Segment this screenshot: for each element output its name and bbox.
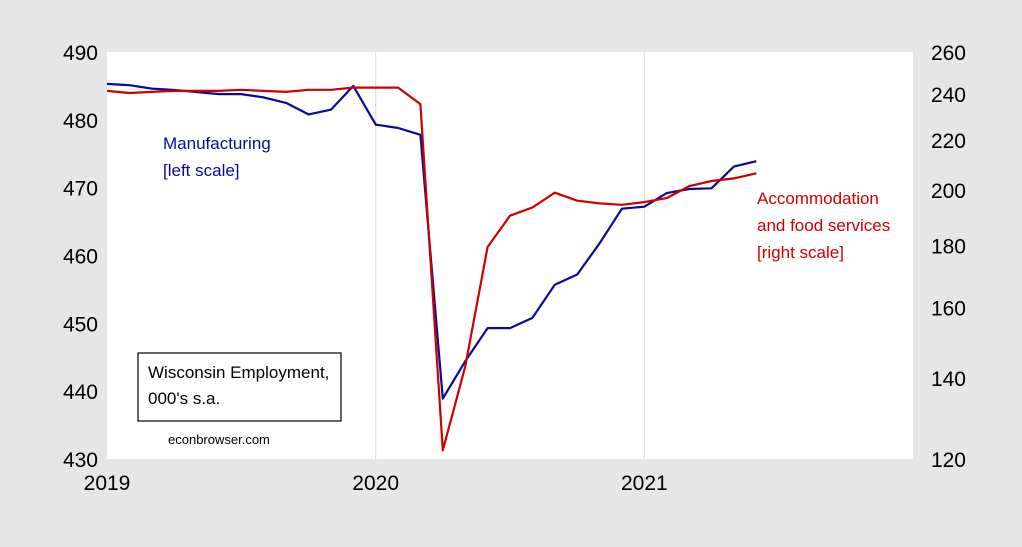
grid bbox=[375, 52, 645, 459]
annotation-line2: 000's s.a. bbox=[148, 389, 220, 408]
right-tick-label: 200 bbox=[931, 180, 966, 203]
accommodation-and-food-services-line bbox=[106, 86, 757, 452]
right-tick-label: 140 bbox=[931, 368, 966, 391]
x-tick-label: 2020 bbox=[352, 472, 399, 495]
x-tick-label: 2021 bbox=[621, 472, 668, 495]
left-tick-label: 440 bbox=[63, 381, 98, 404]
right-tick-label: 120 bbox=[931, 449, 966, 472]
x-tick-label: 2019 bbox=[84, 472, 131, 495]
right-tick-label: 260 bbox=[931, 42, 966, 65]
left-tick-label: 480 bbox=[63, 110, 98, 133]
annotation-box bbox=[137, 352, 342, 422]
credit-text: econbrowser.com bbox=[168, 432, 270, 447]
left-tick-label: 470 bbox=[63, 178, 98, 201]
manufacturing-label-line2: [left scale] bbox=[163, 161, 240, 180]
right-tick-label: 240 bbox=[931, 84, 966, 107]
left-tick-label: 490 bbox=[63, 42, 98, 65]
right-axis: 120 140 160 180 200 220 240 260 bbox=[931, 42, 966, 472]
left-axis: 430 440 450 460 470 480 490 bbox=[63, 42, 98, 472]
left-tick-label: 460 bbox=[63, 246, 98, 269]
accommodation-label-line1: Accommodation bbox=[757, 189, 879, 208]
left-tick-label: 430 bbox=[63, 449, 98, 472]
right-tick-label: 220 bbox=[931, 130, 966, 153]
accommodation-label-line2: and food services bbox=[757, 216, 890, 235]
manufacturing-label-line1: Manufacturing bbox=[163, 134, 271, 153]
x-axis: 2019 2020 2021 bbox=[84, 472, 668, 495]
annotation-line1: Wisconsin Employment, bbox=[148, 363, 329, 382]
series-lines bbox=[106, 82, 757, 452]
accommodation-label-line3: [right scale] bbox=[757, 243, 844, 262]
left-tick-label: 450 bbox=[63, 313, 98, 336]
right-tick-label: 160 bbox=[931, 298, 966, 321]
right-tick-label: 180 bbox=[931, 236, 966, 259]
